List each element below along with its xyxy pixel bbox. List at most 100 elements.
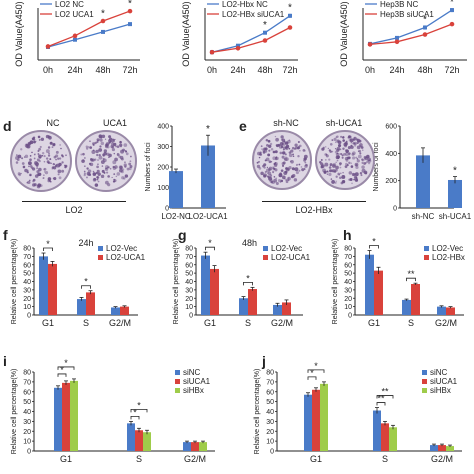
j-y-tick-label: 20 (266, 429, 274, 436)
colony-focus (359, 152, 362, 155)
colony-focus (267, 153, 271, 157)
top-right-significance-star: * (450, 0, 454, 8)
colony-focus (329, 163, 333, 166)
colony-focus (263, 166, 266, 169)
colony-foci-texture (80, 134, 133, 187)
colony-focus (96, 153, 99, 157)
top-right-series-line (369, 23, 453, 46)
top-left-series-line (47, 10, 131, 48)
top-middle-data-point (262, 38, 268, 43)
j-significance-bracket (307, 376, 317, 380)
colony-focus (353, 178, 356, 181)
i-legend-swatch (175, 370, 180, 375)
i-legend-swatch (175, 379, 180, 384)
top-right-data-point (395, 35, 399, 40)
j-y-label: Relative cell percentage(%) (254, 369, 261, 455)
f-legend-swatch (98, 255, 103, 260)
colony-focus (274, 135, 277, 138)
f-y-tick-label: 20 (23, 296, 31, 303)
colony-focus (285, 156, 287, 158)
colony-focus (106, 171, 109, 174)
g-bar (248, 289, 257, 315)
colony-focus (42, 177, 44, 179)
colony-focus (119, 168, 123, 173)
colony-focus (45, 149, 50, 154)
colony-focus (354, 162, 359, 167)
top-middle-data-point (263, 30, 267, 35)
panel-letter-d: d (3, 118, 12, 134)
colony-focus (350, 142, 352, 144)
colony-focus (323, 171, 327, 174)
top-middle-series-line (211, 26, 291, 53)
e-bar-y-tick-label: 200 (385, 178, 397, 185)
top-right-x-tick-label: 72h (444, 65, 459, 75)
colony-focus (61, 155, 64, 158)
colony-focus (341, 156, 344, 159)
top-left-x-tick-label: 72h (122, 65, 137, 75)
colony-focus (335, 155, 340, 160)
colony-focus (301, 168, 305, 172)
colony-focus (328, 158, 331, 161)
g-significance-bracket (243, 281, 253, 286)
colony-focus (329, 142, 333, 146)
h-y-tick-label: 0 (348, 313, 352, 320)
colony-focus (125, 152, 129, 156)
colony-focus (96, 165, 99, 169)
colony-focus (22, 165, 26, 169)
colony-focus (87, 146, 90, 148)
colony-focus (291, 146, 295, 150)
g-y-tick-label: 0 (189, 313, 193, 320)
colony-focus (24, 168, 28, 173)
colony-focus (366, 160, 369, 163)
h-legend-swatch (424, 246, 429, 251)
colony-focus (106, 166, 110, 169)
i-significance-bracket (130, 408, 148, 413)
colony-focus (33, 157, 36, 160)
colony-focus (336, 146, 341, 151)
i-bar (127, 423, 135, 451)
e-bar-y-tick-label: 400 (385, 151, 397, 158)
g-title: 48h (242, 238, 257, 248)
f-x-tick-label: G1 (42, 318, 54, 328)
colony-focus (104, 138, 107, 140)
top-right-data-point (394, 39, 400, 45)
g-x-tick-label: S (245, 318, 251, 328)
colony-focus (335, 180, 337, 183)
plate-label-sh-nc: sh-NC (273, 118, 299, 128)
i-significance-bracket (57, 366, 75, 370)
i-significance-star: * (64, 358, 68, 368)
g-y-tick-label: 20 (185, 296, 193, 303)
i-y-tick-label: 60 (23, 389, 31, 396)
colony-focus (283, 158, 286, 160)
colony-focus (51, 146, 54, 148)
colony-focus (272, 171, 274, 174)
colony-focus (327, 171, 329, 173)
colony-focus (58, 176, 62, 180)
colony-focus (287, 176, 291, 181)
plate-label-uca1: UCA1 (102, 118, 127, 128)
colony-focus (336, 159, 339, 162)
j-legend-label: siUCA1 (430, 377, 458, 386)
colony-focus (292, 153, 295, 156)
h-y-tick-label: 50 (344, 271, 352, 278)
colony-focus (49, 141, 53, 145)
colony-focus (267, 139, 271, 143)
colony-focus (343, 142, 348, 147)
top-middle-x-tick-label: 72h (282, 65, 297, 75)
top-left-legend-label: LO2 UCA1 (55, 10, 94, 19)
top-left-significance-star: * (101, 8, 105, 19)
colony-focus (360, 146, 364, 149)
colony-focus (122, 148, 126, 152)
e-bar-bar (416, 155, 430, 208)
i-y-tick-label: 10 (23, 439, 31, 446)
colony-focus (115, 175, 118, 178)
colony-focus (328, 166, 332, 169)
colony-focus (29, 164, 33, 168)
colony-focus (119, 140, 122, 144)
colony-focus (298, 163, 301, 166)
colony-focus (265, 168, 270, 173)
f-bar (39, 256, 48, 315)
i-x-tick-label: G1 (60, 454, 72, 464)
colony-focus (335, 161, 337, 163)
